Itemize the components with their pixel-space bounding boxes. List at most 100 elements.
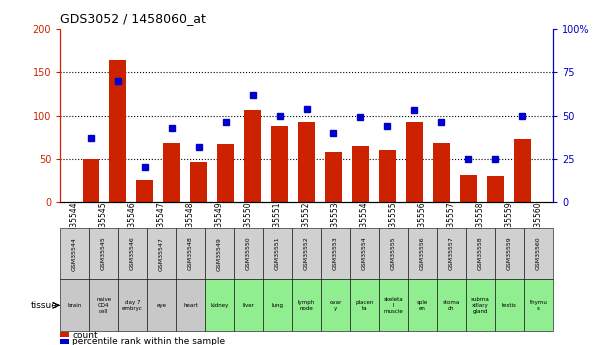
Bar	[234, 228, 263, 279]
Text: GSM35557: GSM35557	[447, 202, 456, 244]
Text: GSM35551: GSM35551	[273, 202, 282, 243]
Bar	[379, 279, 408, 331]
Bar	[191, 162, 207, 202]
Bar	[263, 279, 292, 331]
Bar	[136, 180, 153, 202]
Text: GSM35551: GSM35551	[275, 237, 280, 270]
Bar	[89, 279, 118, 331]
Text: GSM35546: GSM35546	[130, 237, 135, 270]
Text: GSM35544: GSM35544	[72, 237, 77, 270]
Text: GSM35556: GSM35556	[420, 237, 425, 270]
Text: kidney: kidney	[210, 303, 229, 308]
Bar	[89, 228, 118, 279]
Bar	[437, 228, 466, 279]
Bar	[82, 159, 99, 202]
Text: count: count	[73, 331, 98, 339]
Text: GSM35548: GSM35548	[188, 237, 193, 270]
Bar	[379, 150, 395, 202]
Text: placen
ta: placen ta	[355, 300, 374, 311]
Text: GSM35555: GSM35555	[389, 202, 398, 244]
Text: GSM35550: GSM35550	[244, 202, 253, 244]
Text: subma
xillary
gland: subma xillary gland	[471, 297, 490, 314]
Bar	[163, 143, 180, 202]
Text: GSM35559: GSM35559	[507, 237, 512, 270]
Text: GSM35549: GSM35549	[217, 237, 222, 270]
Text: testis: testis	[502, 303, 517, 308]
Text: percentile rank within the sample: percentile rank within the sample	[73, 337, 225, 345]
Bar	[495, 228, 524, 279]
Text: GSM35556: GSM35556	[418, 202, 427, 244]
Bar	[433, 143, 450, 202]
Text: GSM35554: GSM35554	[362, 237, 367, 270]
Bar	[437, 279, 466, 331]
Text: GSM35547: GSM35547	[157, 202, 166, 244]
Bar	[292, 228, 321, 279]
Bar	[524, 279, 553, 331]
Bar	[495, 279, 524, 331]
Text: lung: lung	[272, 303, 284, 308]
Bar	[60, 339, 69, 344]
Bar	[176, 228, 205, 279]
Text: GSM35557: GSM35557	[449, 237, 454, 270]
Bar	[408, 279, 437, 331]
Bar	[60, 228, 89, 279]
Bar	[234, 279, 263, 331]
Bar	[466, 228, 495, 279]
Text: GSM35549: GSM35549	[215, 202, 224, 244]
Text: GSM35545: GSM35545	[101, 237, 106, 270]
Bar	[460, 175, 477, 202]
Text: GSM35554: GSM35554	[360, 202, 369, 244]
Bar	[109, 59, 126, 202]
Text: lymph
node: lymph node	[298, 300, 315, 311]
Bar	[60, 332, 69, 337]
Bar	[379, 228, 408, 279]
Text: GSM35552: GSM35552	[304, 237, 309, 270]
Bar	[147, 279, 176, 331]
Text: GSM35545: GSM35545	[99, 202, 108, 244]
Text: GSM35547: GSM35547	[159, 237, 164, 270]
Bar	[487, 176, 504, 202]
Bar	[292, 279, 321, 331]
Bar	[514, 139, 531, 202]
Bar	[350, 228, 379, 279]
Bar	[321, 279, 350, 331]
Bar	[60, 279, 89, 331]
Text: thymu
s: thymu s	[529, 300, 548, 311]
Bar	[205, 279, 234, 331]
Text: GSM35552: GSM35552	[302, 202, 311, 243]
Text: brain: brain	[67, 303, 82, 308]
Bar	[406, 122, 423, 202]
Text: GSM35555: GSM35555	[391, 237, 396, 270]
Text: GSM35553: GSM35553	[331, 202, 340, 244]
Bar	[245, 110, 261, 202]
Text: tissue: tissue	[30, 301, 57, 310]
Bar	[299, 122, 314, 202]
Text: GSM35558: GSM35558	[476, 202, 485, 243]
Text: day 7
embryc: day 7 embryc	[122, 300, 143, 311]
Text: GSM35560: GSM35560	[536, 237, 541, 270]
Bar	[118, 228, 147, 279]
Bar	[218, 144, 234, 202]
Text: naive
CD4
cell: naive CD4 cell	[96, 297, 111, 314]
Bar	[352, 146, 368, 202]
Text: GSM35553: GSM35553	[333, 237, 338, 270]
Text: eye: eye	[157, 303, 166, 308]
Bar	[325, 152, 341, 202]
Text: GSM35558: GSM35558	[478, 237, 483, 270]
Text: GSM35546: GSM35546	[128, 202, 137, 244]
Text: GSM35548: GSM35548	[186, 202, 195, 243]
Bar	[263, 228, 292, 279]
Text: GSM35544: GSM35544	[70, 202, 79, 244]
Text: sple
en: sple en	[417, 300, 428, 311]
Bar	[118, 279, 147, 331]
Bar	[524, 228, 553, 279]
Bar	[466, 279, 495, 331]
Text: liver: liver	[243, 303, 254, 308]
Bar	[321, 228, 350, 279]
Text: stoma
ch: stoma ch	[443, 300, 460, 311]
Text: GSM35560: GSM35560	[534, 202, 543, 244]
Bar	[272, 126, 288, 202]
Text: GSM35550: GSM35550	[246, 237, 251, 270]
Text: GSM35559: GSM35559	[505, 202, 514, 244]
Bar	[147, 228, 176, 279]
